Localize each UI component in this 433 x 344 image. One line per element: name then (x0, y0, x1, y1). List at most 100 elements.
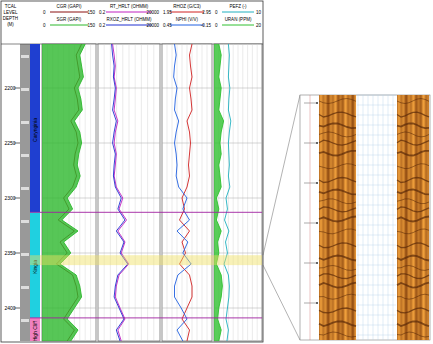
image-grid (357, 125, 396, 126)
curve-min: 0.45 (163, 23, 172, 28)
grid-h (162, 143, 212, 144)
image-grid (393, 95, 394, 340)
curve-name: RHOZ (G/C3) (173, 4, 201, 9)
image-bedding (397, 243, 429, 248)
image-grid (383, 95, 384, 340)
grid-v (147, 44, 148, 341)
image-grid (357, 195, 396, 196)
image-pixel-column (420, 95, 421, 340)
image-grid (357, 245, 396, 246)
grid-v (129, 44, 130, 341)
curve-min: 0 (43, 10, 46, 15)
image-grid (357, 155, 396, 156)
grid-h (214, 198, 262, 199)
image-bedding (397, 132, 429, 137)
grid-v (187, 44, 188, 341)
curve (60, 44, 85, 341)
image-bedding (397, 294, 429, 299)
image-bedding (319, 190, 356, 195)
curve-header-line (222, 12, 254, 13)
image-bedding (397, 207, 429, 212)
curve-min: 0 (43, 23, 46, 28)
grid-h (162, 253, 212, 254)
depth-tick-label: 2400 (4, 305, 15, 311)
zone-name: High Cliff (32, 321, 38, 342)
curve-max: 2.95 (202, 10, 211, 15)
curve-name: RXOZ_HRLT (OHMM) (107, 17, 152, 22)
image-grid (357, 285, 396, 286)
image-pixel-column (336, 95, 337, 340)
image-pixel-column (416, 95, 417, 340)
curve-min: 0.2 (99, 23, 106, 28)
image-bedding (397, 266, 429, 271)
image-tick-dot (316, 262, 318, 264)
grid-v (252, 44, 253, 341)
grid-v (153, 44, 154, 341)
image-bedding (397, 274, 429, 279)
image-bedding (319, 283, 356, 288)
lithology-band (21, 286, 29, 289)
grid-v (257, 44, 258, 341)
lithology-band (21, 55, 29, 58)
image-pixel-column (341, 95, 342, 340)
image-grid (357, 225, 396, 226)
image-pixel-column (417, 95, 418, 340)
image-bedding (397, 99, 429, 104)
image-pixel-column (410, 95, 411, 340)
image-bedding (319, 243, 356, 248)
image-bedding (397, 112, 429, 117)
image-bedding (397, 199, 429, 204)
image-pixel-column (411, 95, 412, 340)
image-pixel-column (409, 95, 410, 340)
image-tick-dot (316, 302, 318, 304)
image-bedding (397, 332, 429, 337)
image-bedding (319, 308, 356, 313)
grid-v (197, 44, 198, 341)
image-pixel-column (331, 95, 332, 340)
image-grid (357, 295, 396, 296)
lithology-band (21, 154, 29, 157)
image-grid (357, 255, 396, 256)
image-pixel-column (408, 95, 409, 340)
curve (216, 44, 223, 341)
image-bedding (397, 217, 429, 222)
curve-header-line (106, 25, 152, 26)
track-data (174, 44, 192, 341)
image-pixel-column (397, 95, 398, 340)
image-grid (357, 275, 396, 276)
curve-area (214, 44, 224, 341)
grid-v (110, 44, 111, 341)
track-frame (98, 44, 160, 341)
zone-name: Carynginia (32, 118, 38, 142)
curve-header-line (106, 12, 152, 13)
image-grid (358, 95, 359, 340)
grid-v (90, 44, 91, 341)
image-pixel-column (339, 95, 340, 340)
grid-h (98, 88, 160, 89)
grid-v (85, 44, 86, 341)
curve-max: -0.15 (201, 23, 212, 28)
image-bedding (397, 308, 429, 313)
grid-v (167, 44, 168, 341)
image-tick-dot (316, 182, 318, 184)
image-grid (357, 115, 396, 116)
depth-tick-label: 2200 (4, 85, 15, 91)
grid-h (214, 308, 262, 309)
image-pixel-column (345, 95, 346, 340)
image-grid (357, 335, 396, 336)
image-bedding (397, 229, 429, 234)
image-bedding (319, 256, 356, 261)
image-pixel-column (334, 95, 335, 340)
curve-header-line (170, 25, 204, 26)
curve-max: 20000 (146, 10, 159, 15)
image-grid (357, 215, 396, 216)
image-grid (388, 95, 389, 340)
depth-tick-label: 2350 (4, 250, 15, 256)
track-frame (162, 44, 212, 341)
grid-v (141, 44, 142, 341)
zone (30, 318, 40, 341)
curve-min: 0.2 (99, 10, 106, 15)
image-bedding (319, 123, 356, 128)
image-bedding (397, 164, 429, 169)
image-grid (357, 185, 396, 186)
